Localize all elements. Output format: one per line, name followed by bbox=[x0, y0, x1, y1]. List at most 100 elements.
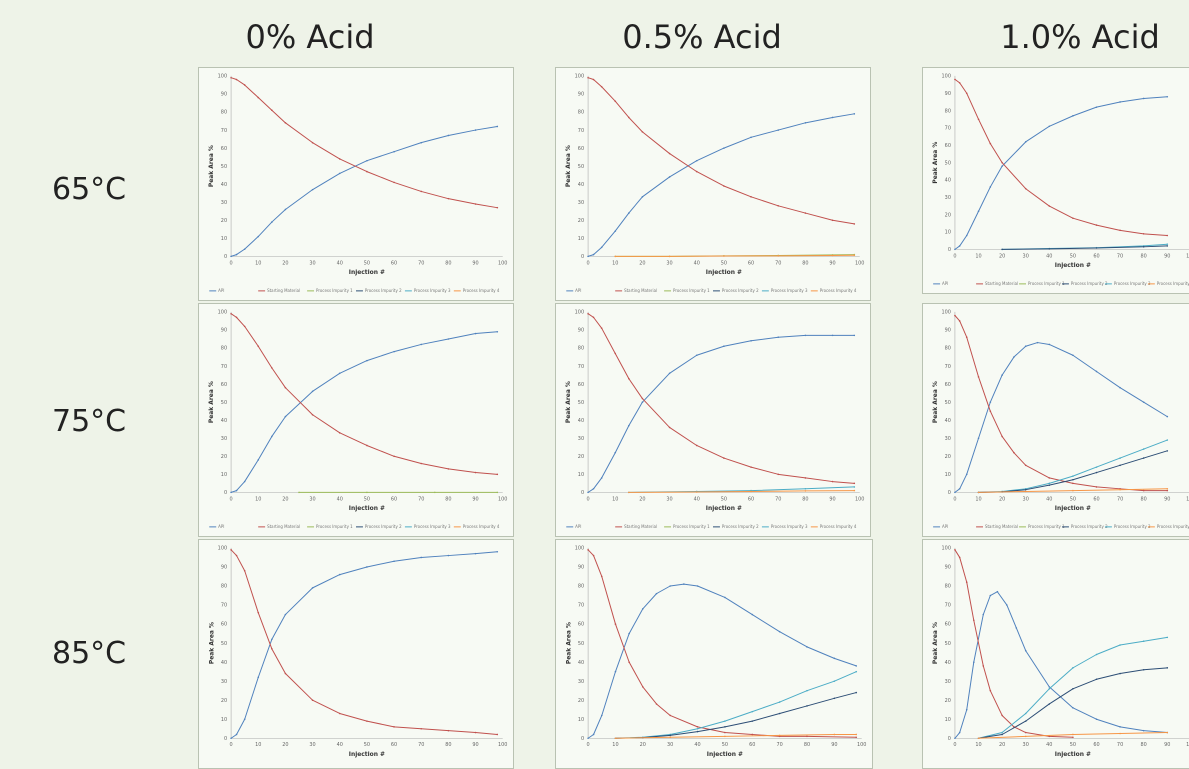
x-tick-label: 70 bbox=[775, 496, 781, 502]
data-point bbox=[420, 190, 423, 193]
data-point bbox=[1015, 627, 1018, 629]
y-tick-label: 20 bbox=[221, 698, 227, 704]
y-tick-label: 40 bbox=[578, 660, 584, 666]
data-point bbox=[1048, 482, 1051, 485]
chart-panel-3: 0 10 20 30 40 50 60 70 80 90 100 0 10 20 30 40 50 60 70 80 9… bbox=[198, 303, 514, 537]
x-tick-label: 60 bbox=[749, 742, 755, 748]
series-line-api bbox=[954, 591, 1168, 739]
x-tick-label: 20 bbox=[282, 496, 288, 502]
data-point bbox=[628, 424, 630, 427]
data-point bbox=[977, 118, 980, 121]
data-point bbox=[1024, 345, 1027, 348]
legend-entry: Process Impurity 4 bbox=[1157, 281, 1189, 286]
data-point bbox=[366, 159, 368, 162]
y-tick-label: 10 bbox=[945, 717, 951, 723]
legend-entry: Process Impurity 4 bbox=[463, 288, 500, 293]
legend-entry: Process Impurity 3 bbox=[414, 288, 451, 293]
series-line-starting-material bbox=[587, 77, 855, 225]
data-point bbox=[1001, 731, 1003, 734]
data-point bbox=[496, 733, 499, 736]
data-point bbox=[1072, 733, 1074, 736]
col-header-2: 1.0% Acid bbox=[1000, 18, 1160, 56]
data-point bbox=[668, 152, 671, 155]
chart-panel-0: 0 10 20 30 40 50 60 70 80 90 100 0 10 20 30 40 50 60 70 80 9… bbox=[198, 67, 514, 301]
data-point bbox=[1142, 401, 1145, 403]
y-tick-label: 60 bbox=[221, 146, 227, 152]
data-point bbox=[230, 312, 232, 315]
data-point bbox=[989, 186, 992, 188]
data-point bbox=[1072, 475, 1074, 477]
data-point bbox=[447, 468, 450, 470]
y-axis-title: Peak Area % bbox=[565, 145, 572, 187]
y-tick-label: 20 bbox=[945, 212, 951, 218]
y-tick-label: 100 bbox=[218, 310, 227, 316]
data-point bbox=[723, 255, 725, 257]
data-point bbox=[628, 116, 630, 119]
x-tick-label: 0 bbox=[953, 496, 956, 502]
data-point bbox=[1142, 729, 1145, 732]
x-axis-title: Injection # bbox=[349, 751, 385, 758]
data-point bbox=[641, 196, 644, 198]
data-point bbox=[804, 212, 807, 214]
data-point bbox=[311, 413, 314, 416]
data-point bbox=[1166, 415, 1169, 418]
x-tick-label: 40 bbox=[1046, 496, 1052, 502]
data-point bbox=[696, 585, 699, 587]
data-point bbox=[257, 459, 260, 461]
x-tick-label: 50 bbox=[1070, 742, 1076, 748]
data-point bbox=[338, 432, 341, 434]
x-tick-label: 70 bbox=[1117, 742, 1123, 748]
legend-entry: Process Impurity 2 bbox=[1071, 281, 1108, 286]
y-tick-label: 70 bbox=[945, 603, 951, 609]
series-line-starting-material bbox=[230, 77, 498, 209]
data-point bbox=[806, 689, 808, 692]
data-point bbox=[777, 129, 780, 131]
data-point bbox=[853, 486, 856, 488]
legend-entry: API bbox=[218, 524, 224, 529]
x-tick-label: 80 bbox=[445, 496, 451, 502]
y-tick-label: 60 bbox=[578, 382, 584, 388]
data-point bbox=[831, 219, 834, 222]
x-tick-label: 100 bbox=[498, 260, 507, 266]
data-point bbox=[668, 372, 671, 375]
series-line-process-impurity-2 bbox=[615, 692, 857, 739]
y-tick-label: 20 bbox=[221, 454, 227, 460]
chart-panel-5: 0 10 20 30 40 50 60 70 80 90 100 0 10 20 30 40 50 60 70 80 9… bbox=[922, 303, 1189, 537]
x-tick-label: 90 bbox=[829, 496, 835, 502]
legend-entry: API bbox=[575, 524, 581, 529]
data-point bbox=[366, 720, 368, 722]
y-tick-label: 40 bbox=[945, 660, 951, 666]
data-point bbox=[447, 134, 450, 137]
data-point bbox=[777, 205, 780, 207]
y-tick-label: 90 bbox=[221, 328, 227, 334]
y-tick-label: 10 bbox=[221, 236, 227, 242]
data-point bbox=[284, 613, 287, 616]
series-line-starting-material bbox=[587, 549, 857, 738]
data-point bbox=[669, 585, 671, 587]
y-tick-label: 50 bbox=[221, 164, 227, 170]
legend-entry: API bbox=[218, 288, 224, 293]
data-point bbox=[628, 491, 630, 494]
data-point bbox=[695, 170, 698, 173]
data-point bbox=[243, 84, 246, 86]
data-point bbox=[366, 444, 368, 447]
x-tick-label: 30 bbox=[309, 742, 315, 748]
y-tick-label: 80 bbox=[578, 346, 584, 352]
data-point bbox=[600, 246, 603, 249]
data-point bbox=[804, 487, 807, 490]
data-point bbox=[853, 113, 856, 115]
y-tick-label: 100 bbox=[942, 546, 951, 552]
y-axis-title: Peak Area % bbox=[565, 381, 572, 423]
y-tick-label: 10 bbox=[945, 472, 951, 478]
data-point bbox=[853, 254, 856, 257]
legend-entry: Process Impurity 2 bbox=[722, 288, 759, 293]
data-point bbox=[587, 491, 589, 494]
x-axis-title: Injection # bbox=[1055, 751, 1091, 758]
series-line-process-impurity-4 bbox=[615, 733, 857, 739]
x-tick-label: 90 bbox=[472, 496, 478, 502]
x-tick-label: 60 bbox=[391, 260, 397, 266]
data-point bbox=[1001, 714, 1003, 717]
data-point bbox=[695, 444, 698, 447]
series-line-process-impurity-2 bbox=[978, 450, 1168, 493]
data-point bbox=[724, 731, 726, 734]
